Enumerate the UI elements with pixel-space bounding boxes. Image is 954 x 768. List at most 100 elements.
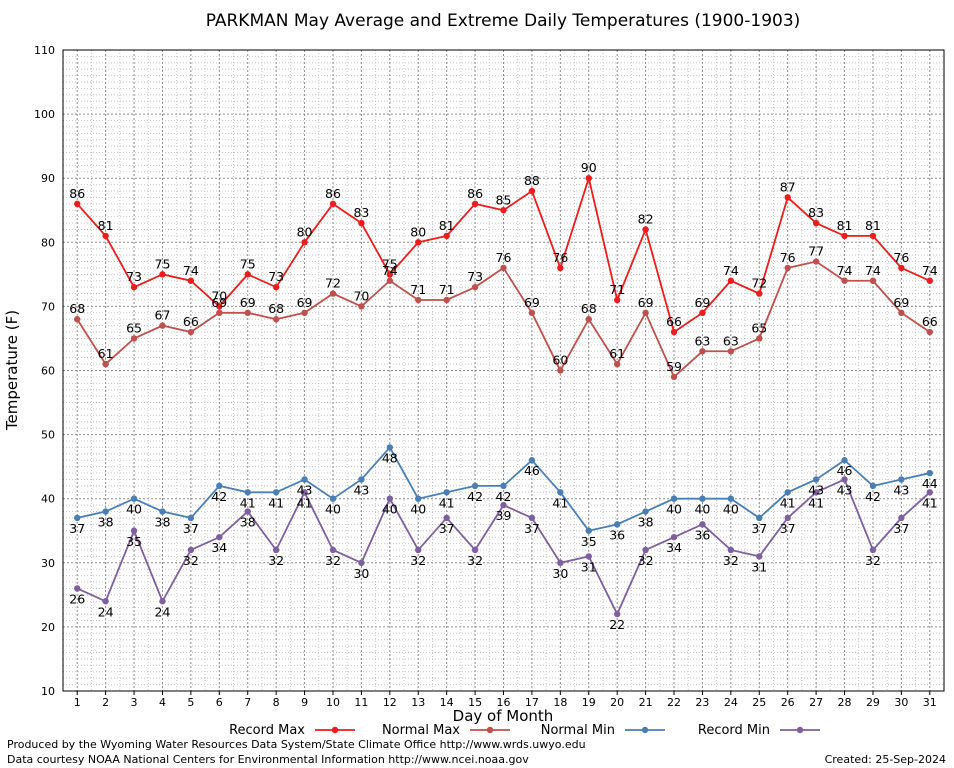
normal-max-point <box>670 373 678 381</box>
normal-max-data-label: 76 <box>496 250 512 265</box>
x-tick-label: 22 <box>667 696 681 709</box>
normal-min-point <box>443 489 450 496</box>
legend-label-record-min: Record Min <box>698 723 770 738</box>
normal-min-data-label: 43 <box>808 482 824 497</box>
x-tick-label: 15 <box>468 696 482 709</box>
x-tick-label: 16 <box>497 696 511 709</box>
record-min-point <box>187 546 195 554</box>
record-max-point <box>699 309 706 317</box>
record-min-point <box>869 546 877 554</box>
record-min-data-label: 35 <box>126 534 142 549</box>
record-min-data-label: 38 <box>240 515 256 530</box>
record-max-point <box>329 200 337 208</box>
x-tick-label: 10 <box>326 696 340 709</box>
legend-swatch-marker-record-max <box>331 726 339 734</box>
record-min-point <box>898 514 905 522</box>
record-min-point <box>102 598 109 605</box>
record-min-point <box>415 546 422 554</box>
normal-min-data-label: 41 <box>268 495 284 510</box>
record-min-data-label: 32 <box>410 553 426 568</box>
normal-min-data-label: 41 <box>552 495 568 510</box>
normal-max-data-label: 66 <box>183 314 199 329</box>
record-max-point <box>443 232 450 240</box>
record-min-data-label: 43 <box>837 482 853 497</box>
normal-min-point <box>585 527 592 534</box>
record-min-data-label: 41 <box>922 495 938 510</box>
record-max-data-label: 74 <box>183 263 199 278</box>
y-tick-label: 110 <box>34 44 55 57</box>
normal-max-point <box>869 277 877 284</box>
normal-max-point <box>642 309 649 317</box>
record-max-point <box>386 271 394 278</box>
record-max-data-label: 74 <box>723 263 739 278</box>
normal-min-point <box>670 495 678 502</box>
normal-min-data-label: 36 <box>609 527 625 542</box>
record-min-point <box>613 610 621 618</box>
record-min-data-label: 24 <box>155 604 171 619</box>
record-max-point <box>898 264 905 272</box>
record-max-data-label: 80 <box>297 224 313 239</box>
normal-min-data-label: 42 <box>865 489 881 504</box>
record-min-data-label: 31 <box>581 559 597 574</box>
normal-max-data-label: 72 <box>325 276 341 291</box>
normal-min-data-label: 37 <box>751 521 767 536</box>
normal-max-data-label: 63 <box>723 333 739 348</box>
normal-max-data-label: 61 <box>609 346 625 361</box>
record-min-data-label: 32 <box>723 553 739 568</box>
normal-min-point <box>102 508 109 515</box>
normal-max-data-label: 68 <box>268 301 284 316</box>
normal-max-data-label: 69 <box>893 295 909 310</box>
normal-min-data-label: 38 <box>638 515 654 530</box>
legend-label-normal-min: Normal Min <box>541 723 615 738</box>
record-min-point <box>244 508 251 515</box>
record-min-data-label: 32 <box>638 553 654 568</box>
record-min-point <box>272 546 280 554</box>
record-min-point <box>358 559 365 566</box>
normal-max-point <box>415 296 422 304</box>
normal-max-data-label: 74 <box>865 263 881 278</box>
normal-min-point <box>187 514 195 522</box>
record-min-data-label: 34 <box>211 540 227 555</box>
record-max-data-label: 74 <box>922 263 938 278</box>
record-max-point <box>500 207 507 214</box>
normal-min-data-label: 41 <box>439 495 455 510</box>
record-max-point <box>301 239 308 246</box>
record-max-point <box>74 200 81 208</box>
record-max-data-label: 86 <box>69 186 85 201</box>
normal-max-data-label: 65 <box>751 320 767 335</box>
normal-max-data-label: 69 <box>240 295 256 310</box>
normal-max-point <box>528 309 536 317</box>
legend-swatch-marker-normal-min <box>641 726 649 734</box>
normal-min-point <box>386 444 394 451</box>
record-max-point <box>272 283 280 291</box>
record-min-data-label: 34 <box>666 540 682 555</box>
normal-min-point <box>699 495 706 502</box>
record-min-data-label: 26 <box>69 591 85 606</box>
normal-max-data-label: 59 <box>666 359 682 374</box>
normal-min-data-label: 46 <box>524 463 540 478</box>
x-tick-label: 23 <box>695 696 709 709</box>
record-min-point <box>471 546 479 554</box>
record-max-point <box>869 232 877 240</box>
x-tick-label: 27 <box>809 696 823 709</box>
x-tick-label: 6 <box>216 696 223 709</box>
record-min-data-label: 22 <box>609 617 625 632</box>
record-min-point <box>443 514 450 522</box>
x-tick-label: 18 <box>553 696 567 709</box>
record-max-data-label: 75 <box>155 256 171 271</box>
record-max-data-label: 76 <box>893 250 909 265</box>
x-tick-label: 24 <box>724 696 738 709</box>
y-tick-label: 30 <box>41 557 55 570</box>
record-max-point <box>613 296 621 304</box>
normal-min-data-label: 40 <box>126 502 142 517</box>
record-max-point <box>670 328 678 336</box>
normal-max-point <box>244 309 251 317</box>
record-max-point <box>216 303 223 310</box>
record-max-point <box>841 232 848 240</box>
record-max-point <box>415 239 422 246</box>
y-tick-label: 40 <box>41 493 55 506</box>
record-min-point <box>130 527 138 534</box>
normal-max-point <box>301 309 308 317</box>
x-tick-label: 14 <box>440 696 454 709</box>
